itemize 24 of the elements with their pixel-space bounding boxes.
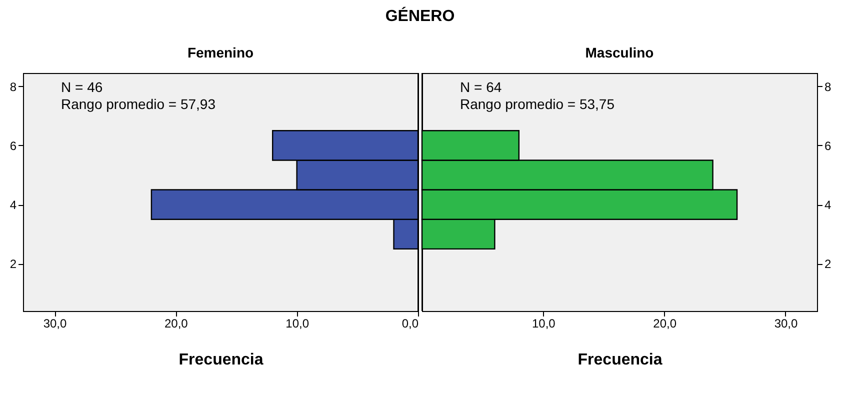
x-tick-label: 20,0 — [164, 316, 188, 330]
x-axis-title: Frecuencia — [178, 352, 264, 368]
y-tick-label: 6 — [10, 138, 17, 153]
annotation: Rango promedio = 53,75 — [460, 96, 615, 112]
x-tick-label: 10,0 — [532, 316, 556, 330]
annotation: Rango promedio = 57,93 — [61, 96, 216, 112]
x-tick-label: 0,0 — [402, 316, 419, 330]
annotation: N = 46 — [61, 79, 103, 95]
y-tick-label: 4 — [824, 198, 832, 212]
x-tick-label: 30,0 — [43, 316, 68, 330]
y-tick-label: 8 — [824, 80, 832, 94]
y-tick-label: 8 — [10, 80, 17, 94]
x-tick-label: 30,0 — [774, 316, 798, 330]
chart-title: GÉNERO — [385, 6, 455, 25]
y-tick-label: 2 — [824, 257, 832, 272]
y-tick-label: 4 — [10, 198, 17, 212]
x-axis-title: Frecuencia — [578, 352, 662, 368]
y-tick-label: 6 — [824, 138, 832, 153]
chart-subtitle: Masculino — [585, 44, 654, 60]
y-tick-label: 2 — [10, 257, 17, 272]
chart-subtitle: Femenino — [187, 44, 254, 60]
x-tick-label: 20,0 — [653, 316, 677, 330]
annotation: N = 64 — [460, 79, 502, 95]
x-tick-label: 10,0 — [286, 316, 310, 330]
